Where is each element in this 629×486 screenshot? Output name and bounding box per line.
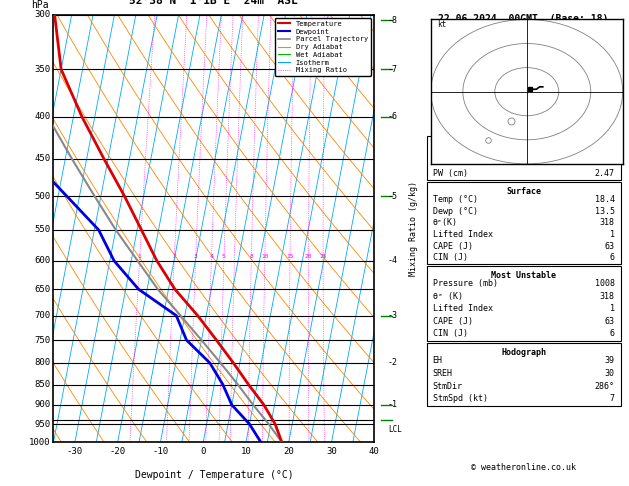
Text: 39: 39 (605, 356, 615, 365)
Text: θᵉ (K): θᵉ (K) (433, 292, 462, 300)
Text: 20: 20 (304, 254, 312, 259)
Text: 500: 500 (34, 191, 50, 201)
Text: 63: 63 (605, 317, 615, 326)
Text: 24: 24 (605, 139, 615, 148)
Text: 10: 10 (261, 254, 269, 259)
Text: LCL: LCL (388, 425, 402, 434)
Text: 1008: 1008 (595, 279, 615, 288)
Text: -7: -7 (387, 65, 397, 74)
Text: 10: 10 (240, 447, 252, 455)
Text: kt: kt (437, 19, 447, 29)
Text: -20: -20 (109, 447, 126, 455)
Text: K: K (433, 139, 438, 148)
Text: 286°: 286° (595, 382, 615, 391)
Text: 44: 44 (605, 154, 615, 163)
Text: StmDir: StmDir (433, 382, 462, 391)
Text: 550: 550 (34, 226, 50, 234)
Text: -8: -8 (387, 16, 397, 25)
Text: 40: 40 (369, 447, 380, 455)
Text: CIN (J): CIN (J) (433, 330, 467, 338)
Text: 30: 30 (605, 369, 615, 378)
Text: -10: -10 (152, 447, 169, 455)
Text: 900: 900 (34, 400, 50, 409)
Text: StmSpd (kt): StmSpd (kt) (433, 395, 487, 403)
FancyBboxPatch shape (426, 136, 621, 180)
Text: 13.5: 13.5 (595, 207, 615, 216)
Text: 18.4: 18.4 (595, 195, 615, 204)
Text: 6: 6 (610, 253, 615, 262)
FancyBboxPatch shape (426, 182, 621, 264)
Text: PW (cm): PW (cm) (433, 169, 467, 177)
Text: 400: 400 (34, 112, 50, 122)
Text: 20: 20 (283, 447, 294, 455)
Text: -1: -1 (387, 400, 397, 409)
Text: 600: 600 (34, 256, 50, 265)
Text: hPa: hPa (31, 0, 48, 10)
Text: Hodograph: Hodograph (501, 348, 546, 357)
Text: CIN (J): CIN (J) (433, 253, 467, 262)
Text: 63: 63 (605, 242, 615, 251)
Text: -4: -4 (387, 256, 397, 265)
Text: 300: 300 (34, 10, 50, 19)
Text: 1: 1 (610, 230, 615, 239)
Text: Dewpoint / Temperature (°C): Dewpoint / Temperature (°C) (135, 470, 293, 480)
Text: Lifted Index: Lifted Index (433, 230, 493, 239)
Text: 22.06.2024  00GMT  (Base: 18): 22.06.2024 00GMT (Base: 18) (438, 15, 609, 24)
Text: 318: 318 (600, 292, 615, 300)
Text: -3: -3 (387, 311, 397, 320)
Text: Totals Totals: Totals Totals (433, 154, 498, 163)
Text: -2: -2 (387, 359, 397, 367)
Text: 650: 650 (34, 285, 50, 294)
Text: -30: -30 (67, 447, 83, 455)
Legend: Temperature, Dewpoint, Parcel Trajectory, Dry Adiabat, Wet Adiabat, Isotherm, Mi: Temperature, Dewpoint, Parcel Trajectory… (275, 18, 370, 76)
Text: 4: 4 (209, 254, 213, 259)
Text: Most Unstable: Most Unstable (491, 271, 556, 280)
Text: SREH: SREH (433, 369, 452, 378)
Text: 2.47: 2.47 (595, 169, 615, 177)
Text: -5: -5 (387, 191, 397, 201)
Text: 850: 850 (34, 380, 50, 389)
Text: Surface: Surface (506, 187, 541, 196)
Text: EH: EH (433, 356, 442, 365)
Text: 450: 450 (34, 154, 50, 163)
Text: 800: 800 (34, 359, 50, 367)
Text: 15: 15 (286, 254, 294, 259)
Text: 1: 1 (610, 304, 615, 313)
Text: 0: 0 (201, 447, 206, 455)
FancyBboxPatch shape (426, 266, 621, 341)
Text: Temp (°C): Temp (°C) (433, 195, 477, 204)
Text: Lifted Index: Lifted Index (433, 304, 493, 313)
Text: 8: 8 (250, 254, 253, 259)
Text: 6: 6 (610, 330, 615, 338)
Text: 750: 750 (34, 335, 50, 345)
FancyBboxPatch shape (426, 343, 621, 406)
Text: 52°38'N  1°1B'E  24m  ASL: 52°38'N 1°1B'E 24m ASL (130, 0, 298, 6)
Text: 318: 318 (600, 218, 615, 227)
Text: θᵉ(K): θᵉ(K) (433, 218, 457, 227)
Text: © weatheronline.co.uk: © weatheronline.co.uk (471, 463, 576, 471)
Text: Dewp (°C): Dewp (°C) (433, 207, 477, 216)
Text: 1: 1 (138, 254, 142, 259)
Text: 3: 3 (194, 254, 198, 259)
Text: CAPE (J): CAPE (J) (433, 317, 472, 326)
Text: 1000: 1000 (29, 438, 50, 447)
Text: CAPE (J): CAPE (J) (433, 242, 472, 251)
Text: Mixing Ratio (g/kg): Mixing Ratio (g/kg) (409, 181, 418, 276)
Text: 350: 350 (34, 65, 50, 74)
Text: -6: -6 (387, 112, 397, 122)
Text: 30: 30 (326, 447, 337, 455)
Text: 7: 7 (610, 395, 615, 403)
Text: 25: 25 (320, 254, 327, 259)
Text: Pressure (mb): Pressure (mb) (433, 279, 498, 288)
Text: 2: 2 (172, 254, 176, 259)
Text: 950: 950 (34, 419, 50, 429)
Text: 700: 700 (34, 311, 50, 320)
Text: 5: 5 (222, 254, 226, 259)
